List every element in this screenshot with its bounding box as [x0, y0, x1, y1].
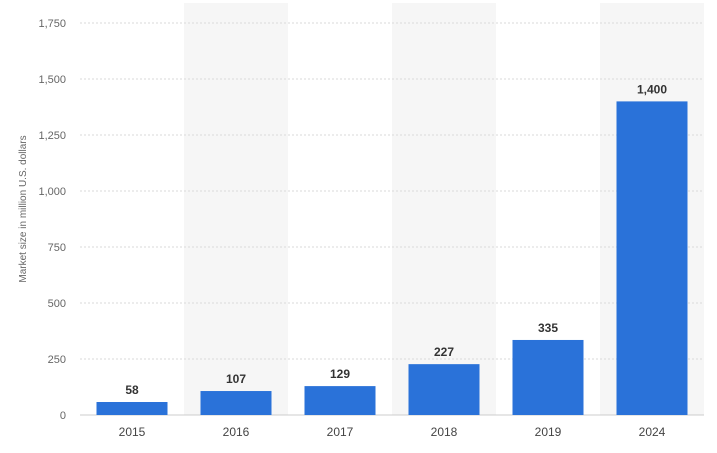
y-tick-label: 1,000	[38, 186, 66, 198]
y-tick-label: 0	[60, 410, 66, 422]
bar	[304, 386, 376, 415]
data-label: 227	[434, 345, 454, 359]
x-tick-label: 2024	[639, 425, 666, 439]
bars	[96, 101, 688, 416]
bar	[512, 339, 584, 415]
data-label: 58	[125, 383, 139, 397]
y-tick-label: 500	[48, 298, 66, 310]
data-label: 107	[226, 372, 246, 386]
y-tick-label: 750	[48, 242, 66, 254]
x-tick-label: 2019	[535, 425, 562, 439]
y-tick-label: 1,250	[38, 130, 66, 142]
x-axis-ticks: 2015 2016 2017 2018 2019 2024	[119, 425, 666, 439]
y-tick-label: 1,750	[38, 18, 66, 30]
x-tick-label: 2015	[119, 425, 146, 439]
data-label: 335	[538, 321, 558, 335]
bar	[616, 101, 688, 416]
bar	[96, 402, 168, 415]
gridlines	[80, 22, 704, 416]
bar	[408, 364, 480, 415]
bar	[200, 391, 272, 415]
x-tick-label: 2017	[327, 425, 354, 439]
y-tick-label: 250	[48, 354, 66, 366]
column-band	[184, 3, 288, 415]
data-label: 129	[330, 367, 350, 381]
y-tick-label: 1,500	[38, 74, 66, 86]
y-axis-title: Market size in million U.S. dollars	[18, 135, 29, 282]
x-tick-label: 2018	[431, 425, 458, 439]
y-axis-ticks: 0 250 500 750 1,000 1,250 1,500 1,750	[38, 18, 66, 422]
data-labels: 58 107 129 227 335 1,400	[125, 82, 667, 397]
column-band	[392, 3, 496, 415]
data-label: 1,400	[637, 82, 667, 96]
x-tick-label: 2016	[223, 425, 250, 439]
